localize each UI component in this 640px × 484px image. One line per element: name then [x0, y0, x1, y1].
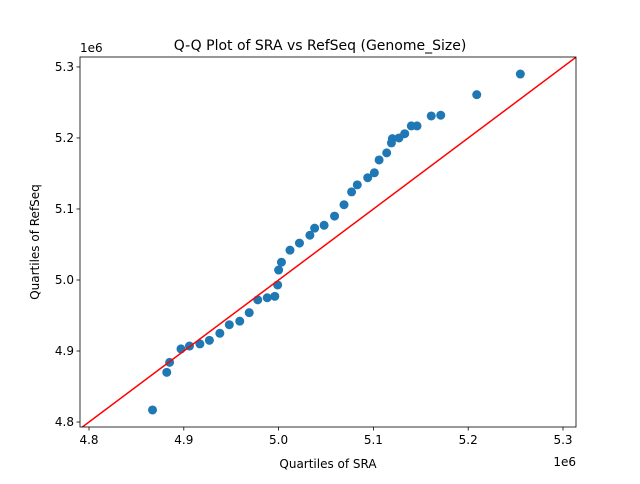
y-tick-label: 5.0 — [55, 273, 74, 287]
data-point — [347, 187, 357, 197]
data-point — [339, 200, 349, 210]
data-point — [310, 223, 320, 233]
data-point — [363, 173, 373, 183]
data-point — [515, 69, 525, 79]
y-tick-label: 5.1 — [55, 202, 74, 216]
data-point — [195, 339, 205, 349]
data-point — [387, 134, 397, 144]
data-point — [215, 328, 225, 338]
data-point — [224, 320, 234, 330]
x-axis-label: Quartiles of SRA — [279, 457, 377, 471]
data-point — [270, 291, 280, 301]
x-tick-label: 4.8 — [79, 433, 98, 447]
data-point — [305, 230, 315, 240]
data-point — [176, 344, 186, 354]
data-point — [374, 155, 384, 165]
data-point — [382, 148, 392, 158]
data-point — [330, 211, 340, 221]
y-axis-label: Quartiles of RefSeq — [28, 184, 42, 300]
data-point — [276, 257, 286, 267]
data-point — [319, 220, 329, 230]
data-point — [285, 245, 295, 255]
data-point — [369, 168, 379, 178]
chart-title: Q-Q Plot of SRA vs RefSeq (Genome_Size) — [174, 38, 467, 54]
data-point — [162, 367, 172, 377]
data-point — [352, 180, 362, 190]
data-point — [426, 111, 436, 121]
y-offset-label: 1e6 — [80, 41, 103, 55]
x-tick-label: 5.1 — [364, 433, 383, 447]
y-tick-label: 5.3 — [55, 60, 74, 74]
x-tick-label: 5.0 — [269, 433, 288, 447]
y-tick-label: 5.2 — [55, 131, 74, 145]
x-tick-label: 5.3 — [553, 433, 572, 447]
data-point — [253, 295, 263, 305]
x-tick-label: 5.2 — [459, 433, 478, 447]
data-point — [274, 265, 284, 275]
data-point — [204, 335, 214, 345]
y-tick-label: 4.8 — [55, 415, 74, 429]
data-point — [262, 293, 272, 303]
data-point — [436, 110, 446, 120]
data-point — [235, 316, 245, 326]
data-point — [472, 90, 482, 100]
data-point — [148, 405, 158, 415]
data-point — [244, 308, 254, 318]
x-tick-label: 4.9 — [174, 433, 193, 447]
data-point — [294, 238, 304, 248]
data-point — [412, 121, 422, 131]
data-point — [273, 280, 283, 290]
x-offset-label: 1e6 — [553, 455, 576, 469]
data-point — [400, 129, 410, 139]
y-tick-label: 4.9 — [55, 344, 74, 358]
reference-line — [81, 57, 576, 427]
axes-frame — [79, 56, 577, 428]
